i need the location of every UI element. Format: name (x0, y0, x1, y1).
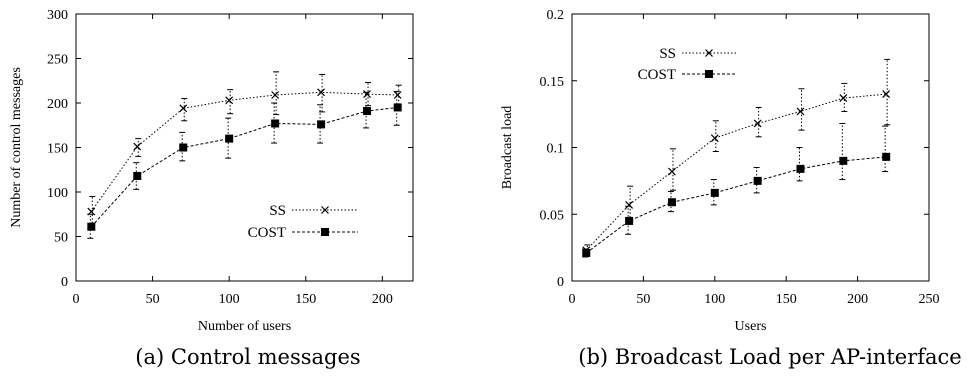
cross-stroke (271, 91, 280, 99)
x-tick-label: 200 (372, 292, 393, 307)
y-tick-label: 0.15 (540, 75, 565, 90)
data-point-square (393, 103, 402, 112)
x-tick-label: 0 (73, 292, 80, 307)
data-point-cross (133, 142, 142, 151)
x-axis-label: Users (735, 319, 767, 334)
data-point-square (625, 216, 634, 225)
data-point-square (363, 107, 372, 116)
cross-stroke (363, 90, 371, 99)
data-point-cross (225, 96, 234, 105)
y-tick-label: 0 (557, 275, 564, 290)
cross-stroke (133, 142, 142, 151)
y-tick-label: 100 (47, 186, 68, 201)
y-tick-label: 150 (47, 142, 68, 157)
chart-b: 0 50 100 150 200 250 0 0.05 0.1 0.15 0.2 Users Broad… (500, 8, 962, 369)
cross-stroke (625, 200, 634, 209)
data-point-cross (363, 90, 371, 99)
data-point-square (710, 188, 719, 197)
cross-stroke (179, 104, 188, 113)
x-tick-label: 50 (146, 292, 160, 307)
x-tick-label: 100 (219, 292, 240, 307)
series-cost (87, 90, 402, 239)
x-tick-label: 0 (569, 292, 576, 307)
legend-marker (321, 228, 329, 236)
series-line (585, 156, 887, 254)
data-point-square (271, 119, 280, 128)
data-point-square (796, 164, 805, 173)
data-point-square (87, 222, 96, 231)
x-tick-label: 250 (919, 292, 940, 307)
cross-stroke (796, 107, 805, 116)
cross-stroke (839, 94, 848, 103)
plot-frame (571, 13, 930, 282)
cross-stroke (882, 90, 891, 99)
chart-caption: (b) Broadcast Load per AP-interface (578, 345, 961, 369)
y-tick-label: 0.2 (547, 8, 565, 23)
x-tick-label: 200 (847, 292, 868, 307)
legend-marker (321, 206, 329, 214)
series-ss (87, 71, 402, 224)
data-point-square (179, 143, 188, 152)
cross-stroke (668, 167, 676, 176)
data-point-cross (839, 94, 848, 103)
data-point-square (317, 120, 326, 129)
plot-frame (75, 13, 414, 282)
data-point-square (667, 198, 676, 207)
data-point-square (225, 134, 234, 143)
legend-marker (705, 49, 713, 57)
y-tick-label: 0.1 (547, 142, 565, 157)
legend-entry-ss: SS (659, 46, 736, 62)
y-axis-label: Number of control messages (9, 67, 24, 228)
chart-a: 0 50 100 150 200 0 50 100 150 200 250 300 Number of … (9, 8, 414, 369)
x-axis-label: Number of users (198, 319, 291, 334)
y-tick-label: 0.05 (540, 208, 565, 223)
y-tick-label: 300 (47, 8, 68, 23)
data-point-square (582, 248, 591, 257)
y-tick-label: 200 (47, 97, 68, 112)
data-point-cross (796, 107, 805, 116)
y-tick-label: 50 (54, 231, 68, 246)
cross-stroke (317, 88, 326, 97)
cross-stroke (710, 134, 719, 143)
cross-stroke (225, 96, 234, 105)
chart-caption: (a) Control messages (135, 345, 360, 369)
data-point-cross (668, 167, 676, 176)
x-tick-label: 150 (776, 292, 797, 307)
data-point-cross (882, 90, 891, 99)
legend-label: COST (248, 225, 286, 241)
y-axis-label: Broadcast load (500, 106, 515, 190)
legend-entry-cost: COST (638, 67, 736, 83)
legend-entry-cost: COST (248, 225, 358, 241)
legend-entry-ss: SS (269, 203, 358, 219)
x-tick-label: 50 (636, 292, 650, 307)
y-tick-label: 0 (61, 275, 68, 290)
legend-label: SS (659, 46, 676, 62)
x-tick-label: 100 (704, 292, 725, 307)
data-point-square (839, 156, 848, 165)
data-point-square (133, 171, 142, 180)
data-point-cross (625, 200, 634, 209)
legend-marker (705, 70, 713, 78)
series-ss (582, 58, 891, 255)
data-point-cross (393, 91, 402, 99)
data-point-cross (179, 104, 188, 113)
cross-stroke (393, 91, 402, 99)
series-cost (582, 122, 891, 258)
data-point-cross (271, 91, 280, 99)
data-point-cross (710, 134, 719, 143)
series-line (90, 106, 398, 228)
data-point-square (882, 152, 891, 161)
legend-label: SS (269, 203, 286, 219)
x-tick-label: 150 (295, 292, 316, 307)
series-line (585, 93, 887, 251)
data-point-cross (317, 88, 326, 97)
y-tick-label: 250 (47, 53, 68, 68)
data-point-square (753, 176, 762, 185)
series-line (90, 91, 398, 212)
cross-stroke (753, 119, 762, 128)
data-point-cross (753, 119, 762, 128)
legend-label: COST (638, 67, 676, 83)
